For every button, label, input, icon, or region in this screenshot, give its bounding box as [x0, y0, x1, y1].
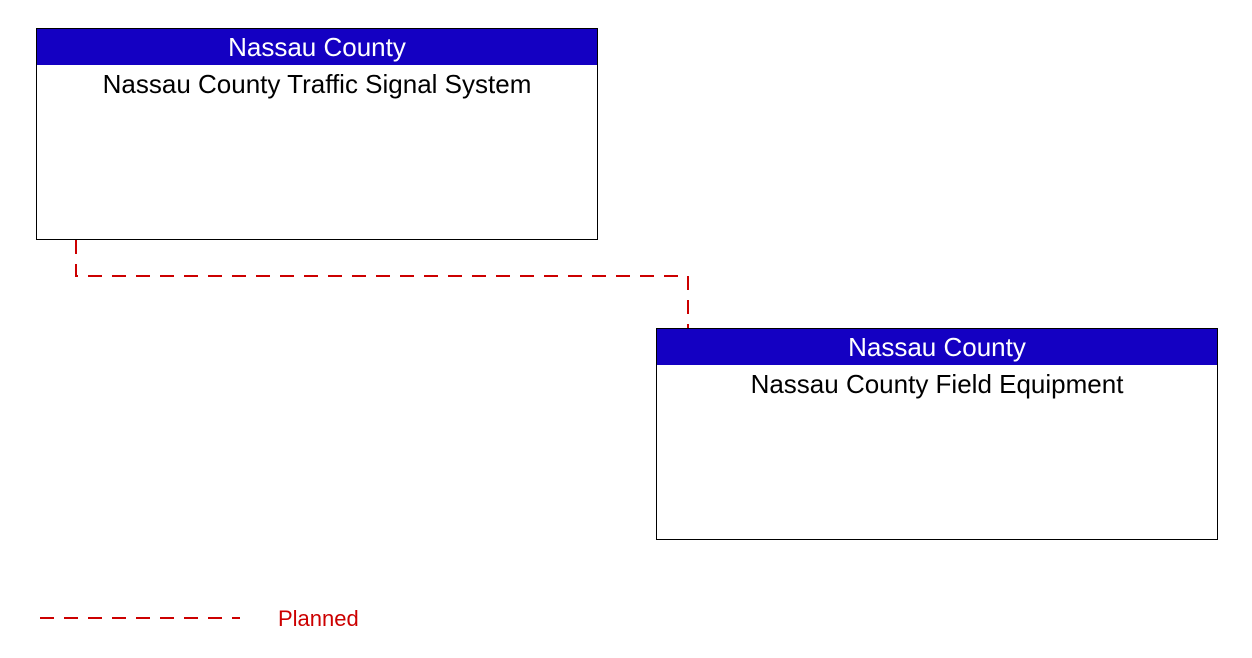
connector-line [76, 240, 688, 328]
node-body: Nassau County Traffic Signal System [37, 65, 597, 100]
node-header: Nassau County [37, 29, 597, 65]
node-nassau-field-equipment: Nassau County Nassau County Field Equipm… [656, 328, 1218, 540]
node-body: Nassau County Field Equipment [657, 365, 1217, 400]
legend-label: Planned [278, 606, 359, 632]
node-nassau-traffic-signal: Nassau County Nassau County Traffic Sign… [36, 28, 598, 240]
diagram-canvas: Nassau County Nassau County Traffic Sign… [0, 0, 1252, 658]
node-header: Nassau County [657, 329, 1217, 365]
legend-line [40, 616, 240, 620]
